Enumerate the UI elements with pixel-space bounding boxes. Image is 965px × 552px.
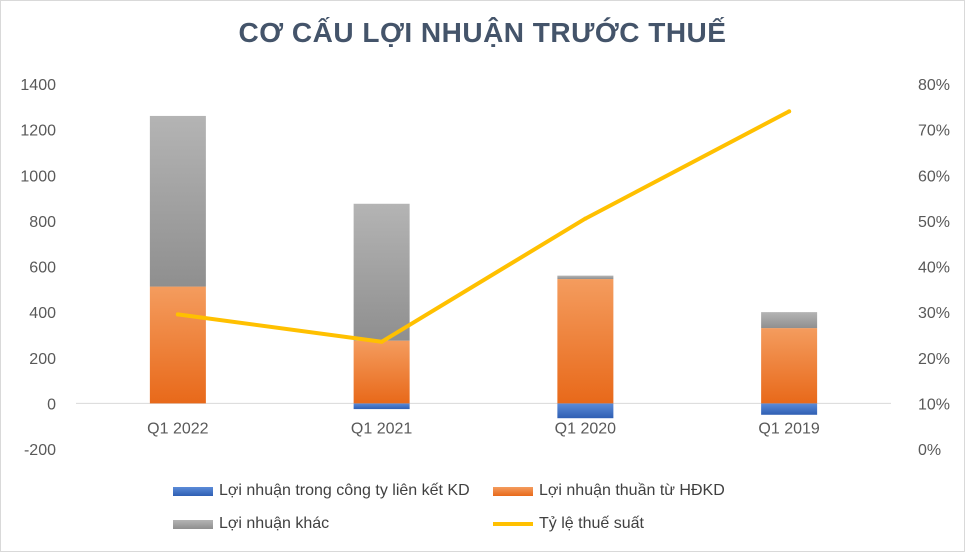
x-axis-tick-label: Q1 2020: [555, 420, 616, 437]
right-axis-tick-label: 50%: [918, 214, 950, 231]
right-axis-tick-label: 60%: [918, 168, 950, 185]
tax-rate-point: [583, 216, 588, 221]
right-axis-tick-label: 80%: [918, 77, 950, 94]
left-axis-tick-label: -200: [24, 442, 56, 459]
right-axis-tick-label: 30%: [918, 305, 950, 322]
bar-segment: [149, 286, 206, 404]
tax-rate-point: [379, 339, 384, 344]
tax-rate-line: [175, 109, 792, 344]
tax-rate-point: [787, 109, 792, 114]
bar-segment: [353, 340, 410, 404]
right-axis-tick-label: 20%: [918, 351, 950, 368]
chart-title: CƠ CẤU LỢI NHUẬN TRƯỚC THUẾ: [238, 17, 727, 48]
right-axis-tick-label: 10%: [918, 396, 950, 413]
left-axis-tick-label: 1200: [20, 123, 56, 140]
left-axis-tick-label: 200: [29, 351, 56, 368]
x-axis-tick-label: Q1 2019: [758, 420, 819, 437]
bar-segment: [557, 275, 614, 280]
right-axis-tick-label: 40%: [918, 260, 950, 277]
bar-segment: [761, 312, 818, 329]
x-axis-tick-label: Q1 2021: [351, 420, 412, 437]
right-axis-tick-label: 70%: [918, 123, 950, 140]
tax-rate-point: [175, 312, 180, 317]
left-axis-tick-label: 1400: [20, 77, 56, 94]
bar-segment: [761, 403, 818, 415]
bar-segment: [557, 403, 614, 419]
bar-segment: [761, 328, 818, 404]
right-axis-tick-label: 0%: [918, 442, 941, 459]
bar-segment: [353, 403, 410, 410]
left-axis-tick-label: 600: [29, 260, 56, 277]
x-axis-tick-label: Q1 2022: [147, 420, 208, 437]
bar-segment: [557, 279, 614, 404]
bar-segment: [353, 203, 410, 341]
left-axis-tick-label: 1000: [20, 168, 56, 185]
bar-segment: [149, 115, 206, 287]
left-axis-tick-label: 0: [47, 396, 56, 413]
left-axis-tick-label: 800: [29, 214, 56, 231]
left-axis-tick-label: 400: [29, 305, 56, 322]
